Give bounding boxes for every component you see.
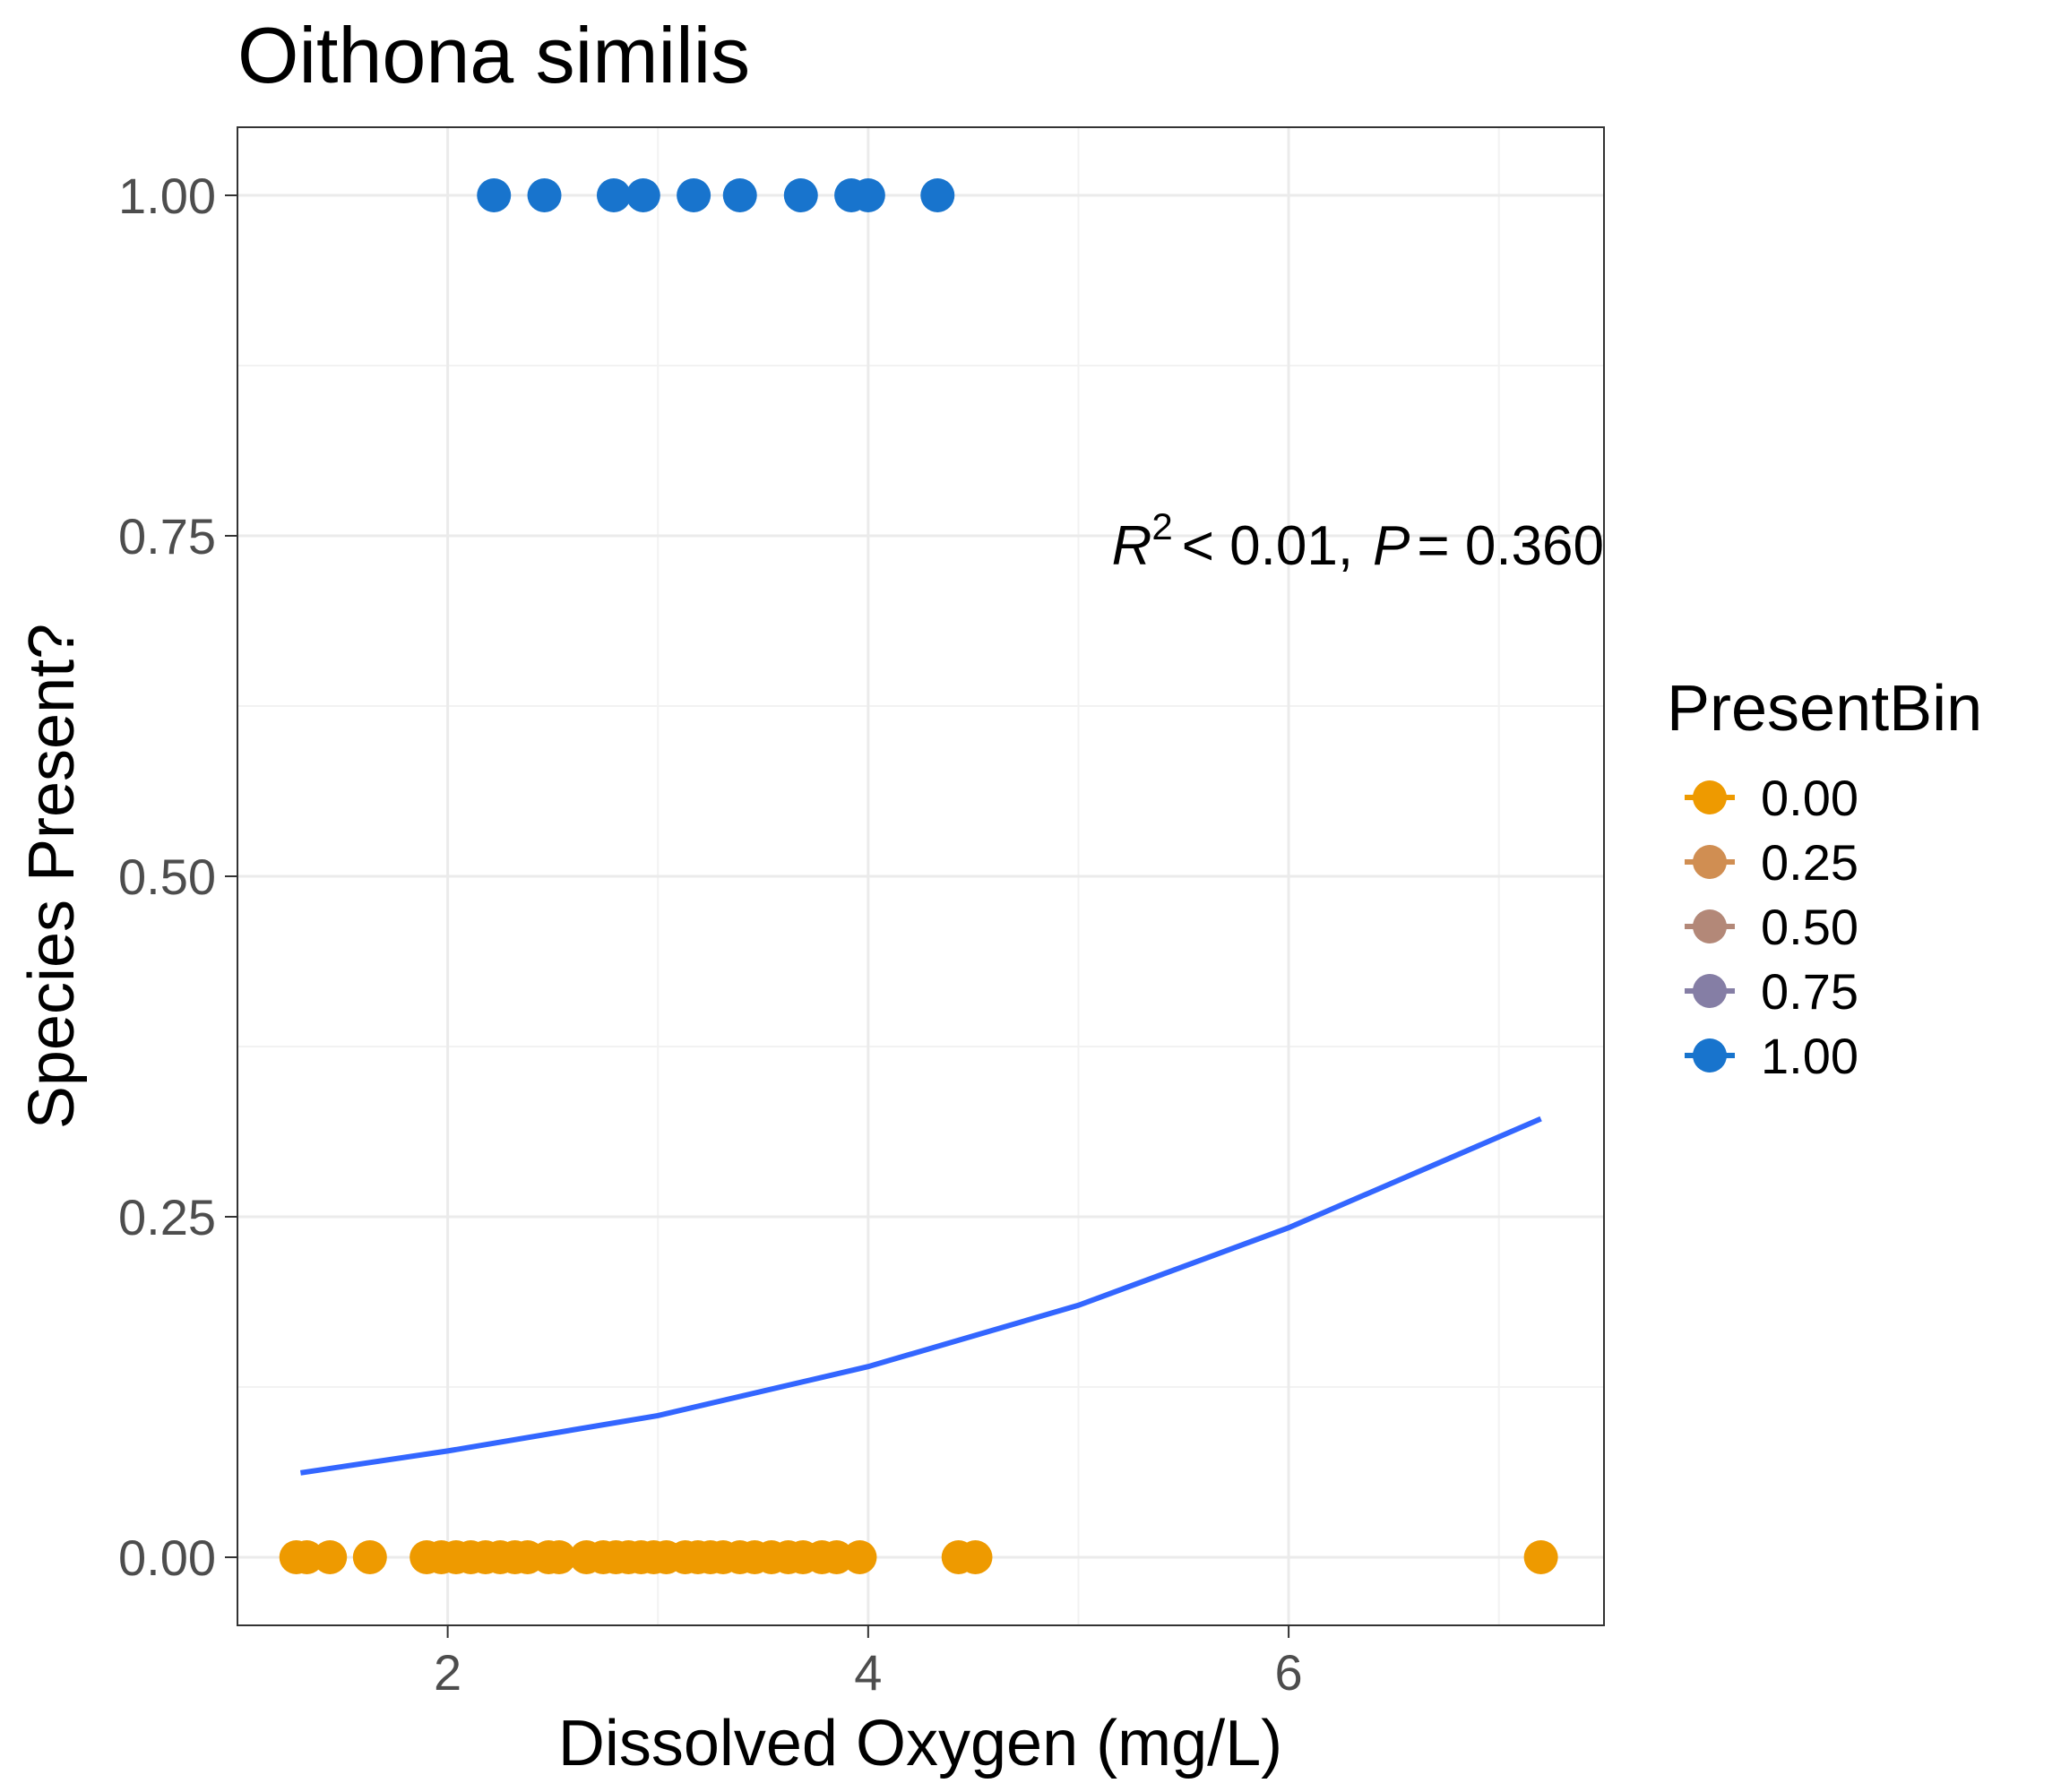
legend-key-point bbox=[1693, 780, 1727, 814]
point-absent bbox=[842, 1540, 877, 1574]
point-absent bbox=[313, 1540, 348, 1574]
legend-title: PresentBin bbox=[1667, 673, 1982, 745]
legend-item: 0.75 bbox=[1685, 963, 1858, 1020]
point-present bbox=[527, 178, 562, 212]
point-absent bbox=[541, 1540, 576, 1574]
legend-item-label: 0.75 bbox=[1761, 963, 1858, 1020]
x-tick-label: 6 bbox=[1274, 1644, 1302, 1701]
point-present bbox=[783, 178, 818, 212]
fit-curve bbox=[299, 1116, 1542, 1476]
point-present bbox=[477, 178, 512, 212]
point-absent bbox=[1523, 1540, 1558, 1574]
legend-item: 0.50 bbox=[1685, 899, 1858, 955]
legend-item-label: 0.50 bbox=[1761, 899, 1858, 955]
data-points bbox=[279, 178, 1558, 1574]
point-present bbox=[722, 178, 757, 212]
point-present bbox=[850, 178, 885, 212]
fit-stats-annotation: R2 < 0.01, P = 0.360 bbox=[1112, 505, 1604, 577]
r-squared-value: < 0.01, bbox=[1182, 515, 1353, 577]
y-tick-label: 0.00 bbox=[118, 1529, 216, 1586]
point-present bbox=[596, 178, 631, 212]
p-value: = 0.360 bbox=[1417, 515, 1604, 577]
point-present bbox=[920, 178, 955, 212]
legend-item: 1.00 bbox=[1685, 1028, 1858, 1084]
legend-item-label: 1.00 bbox=[1761, 1028, 1858, 1084]
x-tick-label: 2 bbox=[434, 1644, 461, 1701]
y-axis-ticks: 0.00 0.25 0.50 0.75 1.00 bbox=[118, 168, 237, 1586]
legend-item-label: 0.00 bbox=[1761, 770, 1858, 826]
x-axis-title: Dissolved Oxygen (mg/L) bbox=[558, 1708, 1282, 1779]
r-squared-exponent: 2 bbox=[1151, 505, 1172, 547]
legend-item: 0.00 bbox=[1685, 770, 1858, 826]
point-absent bbox=[352, 1540, 387, 1574]
y-tick-label: 0.50 bbox=[118, 849, 216, 905]
fit-curve-layer bbox=[299, 1116, 1542, 1476]
p-symbol: P bbox=[1373, 515, 1410, 577]
x-tick-label: 4 bbox=[854, 1644, 882, 1701]
legend: PresentBin 0.00 0.25 0.50 0.75 1.00 bbox=[1667, 673, 1982, 1084]
legend-item-label: 0.25 bbox=[1761, 834, 1858, 891]
y-axis-title: Species Present? bbox=[16, 624, 88, 1129]
legend-key-point bbox=[1693, 974, 1727, 1008]
chart-title: Oithona similis bbox=[237, 11, 750, 99]
point-present bbox=[677, 178, 711, 212]
legend-key-point bbox=[1693, 909, 1727, 943]
legend-key-point bbox=[1693, 845, 1727, 879]
y-tick-label: 1.00 bbox=[118, 168, 216, 224]
legend-item: 0.25 bbox=[1685, 834, 1858, 891]
y-tick-label: 0.25 bbox=[118, 1189, 216, 1245]
r-squared-symbol: R bbox=[1112, 515, 1152, 577]
y-tick-label: 0.75 bbox=[118, 508, 216, 564]
point-present bbox=[625, 178, 660, 212]
grid-lines bbox=[237, 127, 1604, 1625]
x-axis-ticks: 2 4 6 bbox=[434, 1625, 1303, 1701]
legend-key-point bbox=[1693, 1038, 1727, 1073]
point-absent bbox=[958, 1540, 993, 1574]
